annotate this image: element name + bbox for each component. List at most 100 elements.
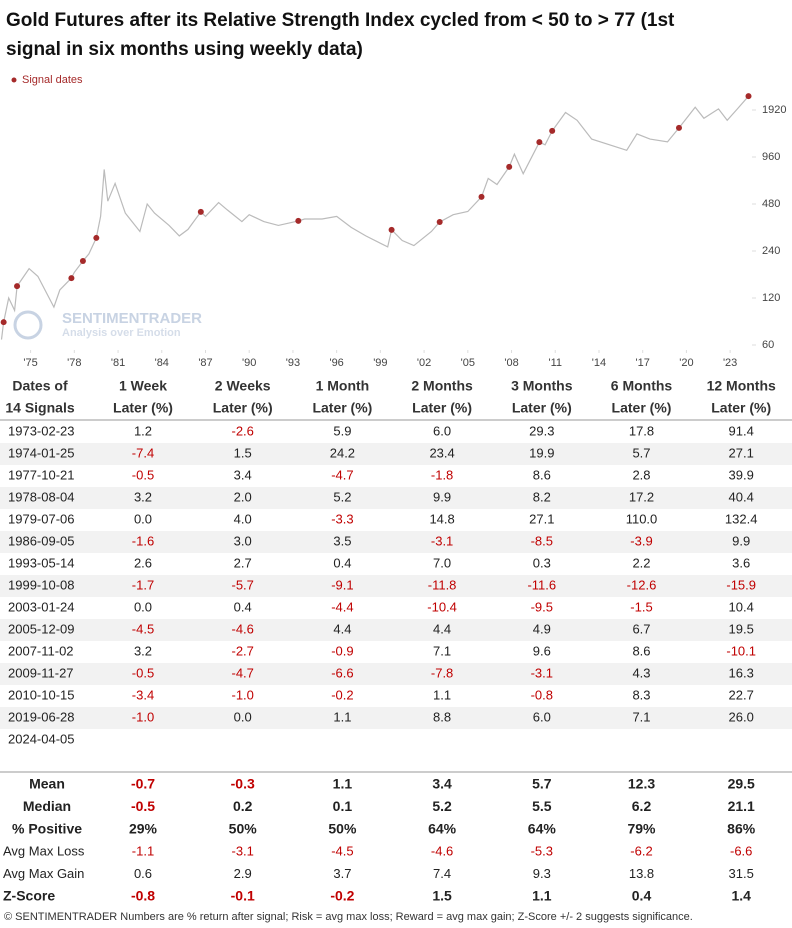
summary-value: 0.4 — [632, 888, 652, 904]
footer: © SENTIMENTRADER Numbers are % return af… — [4, 911, 693, 923]
summary-value: 29% — [129, 821, 158, 837]
summary-value: -3.1 — [231, 844, 253, 859]
signal-dot — [79, 258, 86, 265]
signal-dot — [675, 124, 682, 131]
row-stripe — [0, 487, 792, 509]
row-value: 29.3 — [529, 423, 554, 438]
row-value: -8.5 — [531, 533, 553, 548]
row-value: 9.6 — [533, 643, 551, 658]
row-value: 4.4 — [333, 621, 351, 636]
summary-label: % Positive — [12, 821, 82, 837]
row-value: 2.0 — [234, 489, 252, 504]
row-date: 2009-11-27 — [8, 665, 74, 680]
row-value: 3.2 — [134, 489, 152, 504]
signal-dot — [93, 234, 100, 241]
column-header: Later (%) — [612, 400, 672, 416]
row-value: -9.5 — [531, 599, 553, 614]
row-value: -10.4 — [427, 599, 457, 614]
row-value: 3.2 — [134, 643, 152, 658]
summary-value: 50% — [328, 821, 357, 837]
row-value: -15.9 — [726, 577, 756, 592]
column-header: 3 Months — [511, 378, 573, 394]
row-value: 6.0 — [533, 709, 551, 724]
column-header: Later (%) — [312, 400, 372, 416]
row-value: -0.2 — [331, 687, 353, 702]
x-tick-label: '20 — [679, 357, 693, 369]
row-stripe — [0, 619, 792, 641]
row-value: 4.9 — [533, 621, 551, 636]
summary-label: Median — [23, 798, 71, 814]
summary-value: -4.5 — [331, 844, 353, 859]
row-value: 91.4 — [729, 423, 754, 438]
price-line — [0, 95, 749, 340]
row-value: -7.8 — [431, 665, 453, 680]
column-header: 2 Months — [411, 378, 473, 394]
row-value: -0.5 — [132, 665, 154, 680]
column-header: Dates of — [12, 378, 68, 394]
signal-dot — [745, 93, 752, 100]
row-value: 5.2 — [333, 489, 351, 504]
row-value: 4.4 — [433, 621, 451, 636]
signal-dot — [506, 163, 513, 170]
row-value: 2.6 — [134, 555, 152, 570]
row-value: 19.9 — [529, 445, 554, 460]
row-date: 1977-10-21 — [8, 467, 75, 482]
row-value: 2.8 — [632, 467, 650, 482]
x-tick-label: '11 — [548, 357, 562, 369]
x-tick-label: '02 — [417, 357, 431, 369]
column-header: 14 Signals — [5, 400, 74, 416]
row-value: -12.6 — [627, 577, 657, 592]
summary-value: 79% — [627, 821, 656, 837]
row-value: 4.3 — [632, 665, 650, 680]
summary-value: 29.5 — [728, 776, 755, 792]
summary-value: 1.4 — [731, 888, 751, 904]
column-header: Later (%) — [213, 400, 273, 416]
watermark-subtitle: Analysis over Emotion — [62, 327, 181, 339]
row-value: -1.0 — [231, 687, 253, 702]
summary-value: 6.2 — [632, 798, 652, 814]
row-value: -3.1 — [431, 533, 453, 548]
row-value: 14.8 — [429, 511, 454, 526]
summary-value: -4.6 — [431, 844, 453, 859]
summary-value: 5.7 — [532, 776, 552, 792]
row-value: -4.7 — [331, 467, 353, 482]
row-value: 27.1 — [529, 511, 554, 526]
column-header: Later (%) — [711, 400, 771, 416]
row-value: 8.6 — [632, 643, 650, 658]
summary-value: -0.2 — [330, 888, 354, 904]
summary-value: 0.2 — [233, 798, 253, 814]
row-value: -4.7 — [231, 665, 253, 680]
summary-value: -0.7 — [131, 776, 155, 792]
signal-dot — [478, 193, 485, 200]
legend-marker — [11, 77, 17, 83]
row-date: 1978-08-04 — [8, 489, 75, 504]
summary-value: -0.1 — [231, 888, 255, 904]
summary-label: Avg Max Loss — [3, 844, 85, 859]
signal-dot — [295, 217, 302, 224]
row-value: -1.5 — [630, 599, 652, 614]
row-value: 23.4 — [429, 445, 454, 460]
row-value: 0.0 — [134, 511, 152, 526]
row-value: 24.2 — [330, 445, 355, 460]
row-stripe — [0, 531, 792, 553]
row-value: 6.7 — [632, 621, 650, 636]
summary-value: -6.2 — [630, 844, 652, 859]
summary-value: -0.8 — [131, 888, 155, 904]
summary-value: 3.7 — [333, 866, 351, 881]
row-value: -1.7 — [132, 577, 154, 592]
signal-dot — [388, 226, 395, 233]
row-value: 27.1 — [729, 445, 754, 460]
summary-label: Mean — [29, 776, 65, 792]
row-value: 26.0 — [729, 709, 754, 724]
legend-label: Signal dates — [22, 74, 83, 86]
column-header: Later (%) — [412, 400, 472, 416]
row-value: -3.3 — [331, 511, 353, 526]
row-value: 3.6 — [732, 555, 750, 570]
summary-value: 12.3 — [628, 776, 655, 792]
row-value: 7.0 — [433, 555, 451, 570]
x-tick-label: '17 — [636, 357, 650, 369]
x-tick-label: '99 — [373, 357, 387, 369]
y-tick-label: 480 — [762, 198, 780, 210]
x-tick-label: '78 — [67, 357, 81, 369]
